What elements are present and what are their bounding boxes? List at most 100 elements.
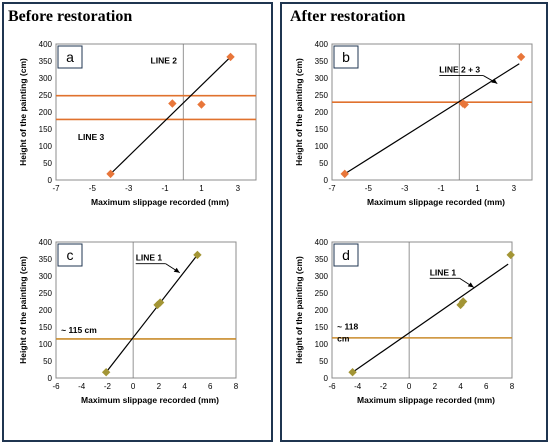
y-tick-label: 0: [324, 374, 329, 383]
x-tick-label: 3: [236, 184, 241, 193]
x-tick-label: -1: [162, 184, 170, 193]
y-tick-label: 50: [319, 159, 328, 168]
x-tick-label: -1: [438, 184, 446, 193]
y-tick-label: 0: [324, 176, 329, 185]
data-point: [516, 52, 526, 62]
panel-label-box: [57, 243, 83, 267]
y-tick-label: 150: [315, 323, 329, 332]
x-tick-label: -2: [380, 382, 388, 391]
arrow-head: [467, 282, 474, 288]
after-restoration-title: After restoration: [290, 8, 406, 25]
x-tick-label: -3: [401, 184, 409, 193]
y-tick-label: 350: [39, 57, 53, 66]
y-axis-label: Height of the painting (cm): [18, 256, 28, 364]
annotation-label: cm: [337, 333, 350, 343]
x-axis-label: Maximum slippage recorded (mm): [367, 197, 505, 207]
annotation-label: LINE 1: [136, 253, 163, 263]
y-tick-label: 350: [39, 255, 53, 264]
arrow-head: [173, 267, 180, 273]
data-point: [226, 52, 235, 62]
y-tick-label: 250: [315, 289, 329, 298]
data-point: [197, 100, 206, 109]
annotation-label: ~ 118: [337, 321, 358, 331]
x-tick-label: -6: [52, 382, 60, 391]
y-tick-label: 300: [315, 272, 329, 281]
x-tick-label: -5: [89, 184, 97, 193]
y-axis-label: Height of the painting (cm): [294, 256, 304, 364]
y-tick-label: 400: [315, 238, 329, 247]
x-tick-label: 2: [157, 382, 162, 391]
y-tick-label: 50: [43, 357, 52, 366]
x-tick-label: -2: [104, 382, 112, 391]
x-tick-label: 0: [407, 382, 412, 391]
y-tick-label: 150: [315, 125, 329, 134]
y-tick-label: 100: [39, 340, 53, 349]
y-tick-label: 300: [39, 74, 53, 83]
y-tick-label: 200: [315, 108, 329, 117]
x-tick-label: 6: [484, 382, 489, 391]
panel-label-box: [333, 45, 359, 69]
plot-area: [55, 43, 257, 181]
x-tick-label: 4: [182, 382, 187, 391]
x-tick-label: -3: [125, 184, 133, 193]
y-tick-label: 0: [48, 374, 53, 383]
fit-line: [110, 56, 231, 175]
panel-label-box: [57, 45, 83, 69]
y-tick-label: 100: [315, 340, 329, 349]
y-tick-label: 400: [315, 40, 329, 49]
data-point: [348, 368, 357, 377]
data-point: [155, 298, 165, 307]
chart-panel-b: 0 50 100 150 200 250 300 350 400 -7 -5 -3 -1 1 3 Maximu…: [294, 40, 533, 207]
x-tick-label: 4: [458, 382, 463, 391]
y-tick-label: 250: [39, 91, 53, 100]
panel-label: d: [342, 247, 350, 263]
data-point: [106, 169, 115, 179]
x-axis-label: Maximum slippage recorded (mm): [357, 395, 495, 405]
y-tick-label: 400: [39, 238, 53, 247]
plot-area: [331, 43, 533, 181]
y-tick-label: 100: [315, 142, 329, 151]
y-tick-label: 150: [39, 323, 53, 332]
data-point: [193, 250, 202, 260]
x-tick-label: -4: [78, 382, 86, 391]
y-tick-label: 300: [315, 74, 329, 83]
panel-label: b: [342, 49, 350, 65]
x-axis-label: Maximum slippage recorded (mm): [81, 395, 219, 405]
chart-panel-c: 0 50 100 150 200 250 300 350 400 -6 -4 -2 0 2 4 6 8 Maxim…: [18, 238, 239, 405]
annotation-label: LINE 3: [78, 132, 105, 142]
y-tick-label: 350: [315, 255, 329, 264]
y-tick-label: 150: [39, 125, 53, 134]
x-tick-label: -7: [328, 184, 336, 193]
x-tick-label: -7: [52, 184, 60, 193]
y-tick-label: 50: [43, 159, 52, 168]
x-tick-label: 1: [199, 184, 204, 193]
fit-line: [352, 263, 509, 373]
fit-line: [344, 63, 520, 175]
y-tick-label: 200: [39, 306, 53, 315]
annotation-label: LINE 2 + 3: [439, 65, 480, 75]
data-point: [506, 250, 515, 260]
panel-label: a: [66, 49, 74, 65]
y-tick-label: 250: [39, 289, 53, 298]
x-axis-label: Maximum slippage recorded (mm): [91, 197, 229, 207]
plot-area: [331, 241, 513, 379]
plot-area: [55, 241, 237, 379]
chart-panel-d: 0 50 100 150 200 250 300 350 400 -6 -4 -2 0 2 4 6 8 Maxim…: [294, 238, 515, 405]
x-tick-label: -5: [365, 184, 373, 193]
x-tick-label: 1: [475, 184, 480, 193]
y-tick-label: 100: [39, 142, 53, 151]
chart-panel-a: 0 50 100 150 200 250 300 350 400 -7 -5 -3 -1 1 3 Maximu…: [18, 40, 257, 207]
annotation-label: LINE 1: [430, 267, 457, 277]
y-tick-label: 300: [39, 272, 53, 281]
x-tick-label: 3: [512, 184, 517, 193]
panel-label: c: [67, 247, 74, 263]
arrow-head: [491, 78, 498, 84]
y-tick-label: 200: [315, 306, 329, 315]
y-tick-label: 0: [48, 176, 53, 185]
after-restoration-frame: [280, 2, 548, 442]
fit-line: [105, 254, 198, 373]
x-tick-label: 2: [433, 382, 438, 391]
before-restoration-frame: [2, 2, 273, 442]
data-point: [340, 169, 349, 179]
x-tick-label: -4: [354, 382, 362, 391]
